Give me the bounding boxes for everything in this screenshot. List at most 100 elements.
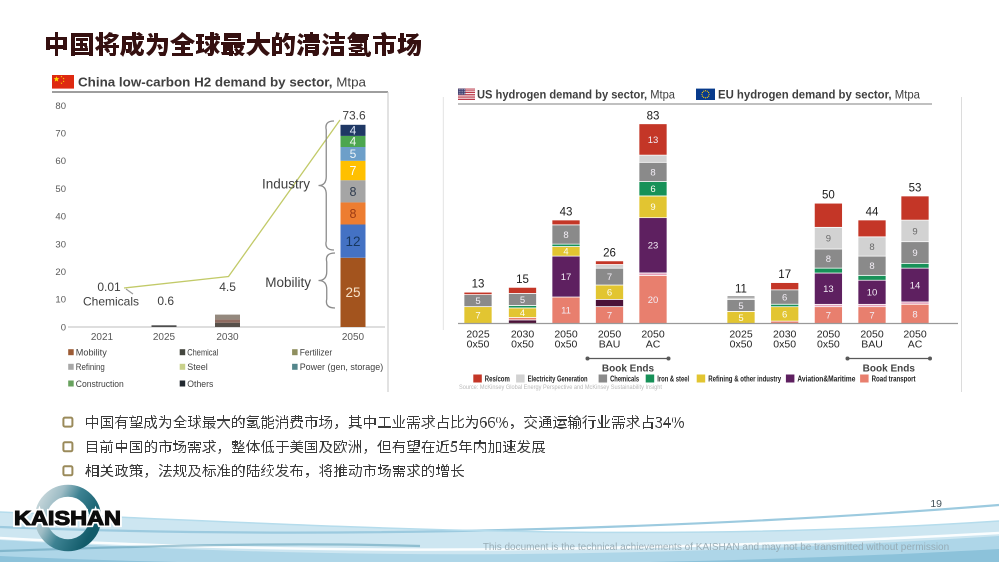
- svg-text:2025: 2025: [466, 328, 490, 340]
- svg-text:6: 6: [782, 309, 787, 320]
- svg-text:7: 7: [607, 272, 612, 283]
- svg-text:0x50: 0x50: [773, 339, 796, 351]
- svg-text:0x50: 0x50: [467, 339, 490, 351]
- svg-text:9: 9: [912, 226, 917, 237]
- svg-text:10: 10: [867, 288, 878, 299]
- svg-text:13: 13: [823, 284, 834, 295]
- svg-text:Refining: Refining: [76, 362, 105, 372]
- svg-text:5: 5: [350, 147, 357, 161]
- svg-text:5: 5: [475, 296, 480, 307]
- svg-text:50: 50: [55, 184, 66, 195]
- svg-text:0: 0: [61, 322, 66, 333]
- svg-text:25: 25: [345, 285, 360, 300]
- svg-text:13: 13: [472, 279, 485, 291]
- svg-text:4: 4: [350, 124, 357, 138]
- svg-text:60: 60: [55, 156, 66, 167]
- svg-text:40: 40: [55, 212, 66, 223]
- svg-text:KAISHAN: KAISHAN: [14, 508, 121, 530]
- svg-text:19: 19: [930, 498, 942, 510]
- svg-text:Book Ends: Book Ends: [602, 364, 655, 375]
- svg-text:4: 4: [520, 308, 525, 319]
- svg-text:23: 23: [648, 241, 659, 252]
- svg-text:2050: 2050: [860, 328, 884, 340]
- svg-text:20: 20: [55, 267, 66, 278]
- svg-text:20: 20: [648, 295, 659, 306]
- svg-text:2050: 2050: [598, 328, 622, 340]
- svg-text:83: 83: [647, 110, 660, 122]
- svg-text:9: 9: [826, 234, 831, 245]
- svg-text:73.6: 73.6: [342, 109, 366, 123]
- svg-text:Chemicals: Chemicals: [83, 295, 139, 309]
- svg-text:0x50: 0x50: [817, 339, 840, 351]
- svg-text:10: 10: [55, 295, 66, 306]
- svg-text:0x50: 0x50: [730, 339, 753, 351]
- svg-text:8: 8: [350, 207, 357, 221]
- svg-text:Power (gen, storage): Power (gen, storage): [300, 362, 384, 372]
- svg-text:5: 5: [520, 295, 525, 306]
- svg-text:4.5: 4.5: [219, 280, 236, 294]
- svg-text:13: 13: [648, 135, 659, 146]
- svg-text:17: 17: [778, 269, 791, 281]
- svg-text:50: 50: [822, 190, 835, 202]
- svg-text:7: 7: [350, 164, 357, 178]
- svg-text:30: 30: [55, 239, 66, 250]
- svg-text:KAISHAN: KAISHAN: [14, 508, 121, 530]
- svg-text:7: 7: [869, 311, 874, 322]
- svg-text:7: 7: [607, 311, 612, 322]
- svg-text:5: 5: [738, 313, 743, 324]
- svg-text:8: 8: [563, 230, 568, 241]
- svg-text:EU hydrogen demand by sector,: EU hydrogen demand by sector, Mtpa: [718, 87, 920, 101]
- svg-text:6: 6: [607, 288, 612, 299]
- svg-text:15: 15: [516, 274, 529, 286]
- svg-text:Mobility: Mobility: [265, 275, 311, 290]
- svg-text:Electricity Generation: Electricity Generation: [528, 374, 588, 383]
- svg-text:Res/com: Res/com: [485, 374, 510, 383]
- svg-text:Book Ends: Book Ends: [863, 364, 916, 375]
- svg-text:44: 44: [866, 207, 879, 219]
- svg-text:AC: AC: [908, 339, 923, 351]
- svg-text:26: 26: [603, 247, 616, 259]
- svg-text:Mobility: Mobility: [76, 348, 107, 358]
- svg-text:43: 43: [560, 207, 573, 219]
- svg-text:2030: 2030: [773, 328, 797, 340]
- svg-text:8: 8: [826, 254, 831, 265]
- svg-text:9: 9: [912, 248, 917, 259]
- svg-text:8: 8: [650, 167, 655, 178]
- svg-text:Steel: Steel: [187, 362, 208, 372]
- svg-text:7: 7: [826, 311, 831, 322]
- svg-text:2050: 2050: [342, 332, 365, 343]
- svg-text:Refining & other industry: Refining & other industry: [708, 374, 782, 383]
- svg-text:8: 8: [350, 185, 357, 199]
- svg-text:Others: Others: [187, 379, 213, 389]
- svg-text:5: 5: [738, 301, 743, 312]
- svg-text:China low-carbon H2 demand by: China low-carbon H2 demand by sector, Mt…: [78, 75, 367, 90]
- svg-text:11: 11: [735, 284, 747, 296]
- svg-text:2050: 2050: [554, 328, 578, 340]
- svg-text:2025: 2025: [729, 328, 753, 340]
- svg-text:80: 80: [55, 101, 66, 112]
- svg-text:Source: McKinsey Global Energy: Source: McKinsey Global Energy Perspecti…: [459, 384, 662, 391]
- svg-text:53: 53: [909, 183, 922, 195]
- svg-text:Road transport: Road transport: [872, 374, 916, 383]
- svg-text:14: 14: [910, 280, 921, 291]
- svg-text:Chemical: Chemical: [187, 348, 218, 358]
- svg-text:4: 4: [563, 247, 568, 258]
- svg-text:8: 8: [869, 261, 874, 272]
- svg-text:2050: 2050: [817, 328, 841, 340]
- svg-text:9: 9: [650, 202, 655, 213]
- svg-text:Iron & steel: Iron & steel: [657, 374, 689, 383]
- svg-text:2021: 2021: [91, 332, 114, 343]
- svg-text:Chemicals: Chemicals: [610, 374, 639, 383]
- svg-text:2030: 2030: [511, 328, 535, 340]
- svg-text:12: 12: [345, 234, 360, 249]
- svg-text:Aviation&Maritime: Aviation&Maritime: [797, 374, 856, 383]
- svg-text:2025: 2025: [153, 332, 176, 343]
- svg-text:0.6: 0.6: [157, 294, 174, 308]
- svg-text:6: 6: [650, 184, 655, 195]
- svg-text:4: 4: [350, 135, 357, 149]
- svg-text:11: 11: [561, 306, 571, 317]
- svg-text:AC: AC: [646, 339, 661, 351]
- svg-text:2050: 2050: [903, 328, 927, 340]
- svg-text:2030: 2030: [216, 332, 239, 343]
- svg-text:17: 17: [561, 272, 572, 283]
